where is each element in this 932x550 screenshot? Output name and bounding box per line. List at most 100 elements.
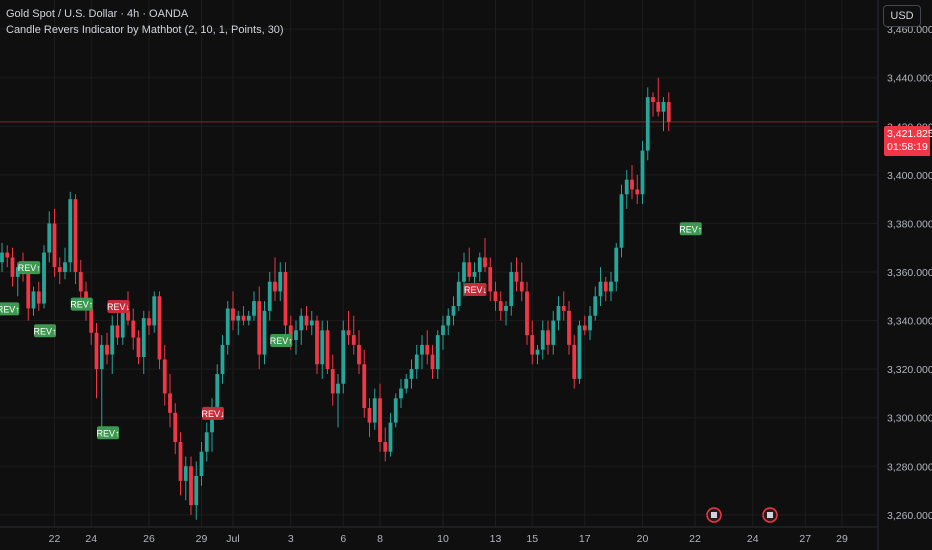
- rev-marker-box: [107, 300, 130, 313]
- rev-marker-box: [34, 324, 56, 338]
- candle: [493, 281, 498, 311]
- candle: [341, 320, 346, 394]
- candle: [141, 310, 146, 374]
- earnings-icon[interactable]: [762, 507, 778, 523]
- symbol-title[interactable]: Gold Spot / U.S. Dollar · 4h · OANDA: [6, 8, 189, 20]
- candle: [462, 252, 466, 297]
- candle-body: [325, 330, 330, 370]
- candle: [52, 208, 57, 277]
- candle: [414, 344, 419, 379]
- candle: [614, 242, 619, 292]
- candle: [514, 257, 519, 292]
- candle-body: [661, 102, 666, 112]
- candle: [588, 306, 592, 340]
- candle-body: [598, 281, 603, 297]
- candle: [10, 247, 15, 287]
- candle-body: [551, 320, 556, 345]
- candle-body: [299, 315, 304, 331]
- candle: [36, 281, 41, 311]
- time-axis[interactable]: 22 24 26 29 Jul 3 6 8 10 13 15 17 20 22 24 27 29: [49, 533, 848, 545]
- candle: [630, 165, 634, 200]
- candle: [168, 374, 172, 428]
- candle-body: [267, 281, 272, 311]
- candle: [225, 301, 230, 355]
- currency-button[interactable]: USD: [883, 5, 921, 27]
- candle-body: [68, 199, 73, 263]
- candle-body: [420, 344, 424, 355]
- candle: [582, 315, 587, 336]
- candle: [189, 456, 193, 515]
- candle-body: [294, 330, 298, 340]
- last-price-value: 3,421.825: [887, 128, 932, 140]
- time-tick-label: 24: [85, 533, 97, 545]
- candle-body: [5, 252, 10, 258]
- candle: [477, 252, 482, 282]
- candle: [383, 427, 388, 462]
- candle-body: [498, 301, 503, 311]
- price-tick-label: 3,460.000: [887, 24, 932, 36]
- candle-body: [63, 262, 67, 272]
- candle-body: [231, 308, 235, 321]
- candle-body: [640, 150, 645, 195]
- candle: [299, 308, 304, 345]
- candle: [42, 245, 46, 309]
- indicator-title[interactable]: Candle Revers Indicator by Mathbot (2, 1…: [6, 24, 284, 36]
- earnings-icon[interactable]: [706, 507, 722, 523]
- price-tick-label: 3,280.000: [887, 461, 932, 473]
- candle-body: [252, 301, 256, 316]
- rev-marker-box: [70, 297, 93, 311]
- time-tick-label: 27: [799, 533, 811, 545]
- candle-body: [47, 223, 52, 253]
- candle: [199, 442, 204, 486]
- candle: [378, 383, 382, 452]
- rev-markers: REV↑ REV↑ REV↑ REV↑ REV↓ REV↑ REV↓ REV↑ REV↓ REV↑: [0, 222, 702, 440]
- candle-body: [656, 102, 661, 112]
- time-tick-label: 3: [288, 533, 294, 545]
- candle-body: [577, 325, 582, 379]
- candle: [446, 308, 451, 336]
- price-tick-label: 3,380.000: [887, 218, 932, 230]
- rev-up-marker: REV↑: [33, 324, 57, 338]
- candle: [504, 301, 508, 326]
- time-tick-label: 26: [143, 533, 155, 545]
- candle-body: [582, 325, 587, 331]
- candle-body: [105, 344, 109, 355]
- candle-body: [351, 335, 356, 345]
- rev-marker-box: [18, 261, 41, 275]
- candle: [498, 291, 503, 321]
- candle-body: [472, 272, 477, 277]
- candle: [183, 456, 188, 501]
- candle-body: [126, 310, 130, 321]
- candle-body: [10, 257, 15, 277]
- candle: [546, 320, 550, 355]
- candle-body: [173, 412, 178, 442]
- candle-body: [120, 310, 125, 338]
- candle: [15, 262, 20, 297]
- candle: [635, 174, 640, 204]
- candle: [304, 306, 309, 331]
- candle-body: [52, 223, 57, 268]
- candle-body: [26, 272, 31, 309]
- candle-body: [609, 281, 613, 292]
- candle: [367, 398, 372, 438]
- last-price-label: 3,421.825 01:58:19: [884, 126, 932, 156]
- candle: [294, 320, 298, 355]
- candle: [26, 267, 31, 321]
- candle-body: [220, 344, 225, 374]
- candle-body: [94, 332, 99, 370]
- candle-body: [73, 199, 78, 272]
- candle: [435, 330, 440, 379]
- candle-body: [309, 320, 314, 326]
- candle: [656, 77, 661, 117]
- time-tick-label: 8: [377, 533, 383, 545]
- candle: [273, 257, 277, 302]
- candle-body: [162, 359, 167, 394]
- price-tick-label: 3,260.000: [887, 510, 932, 522]
- candle-body: [572, 344, 577, 379]
- price-tick-label: 3,400.000: [887, 170, 932, 182]
- candle: [577, 320, 582, 384]
- rev-marker-box: [270, 334, 293, 347]
- price-tick-label: 3,440.000: [887, 73, 932, 85]
- candle-body: [278, 272, 283, 292]
